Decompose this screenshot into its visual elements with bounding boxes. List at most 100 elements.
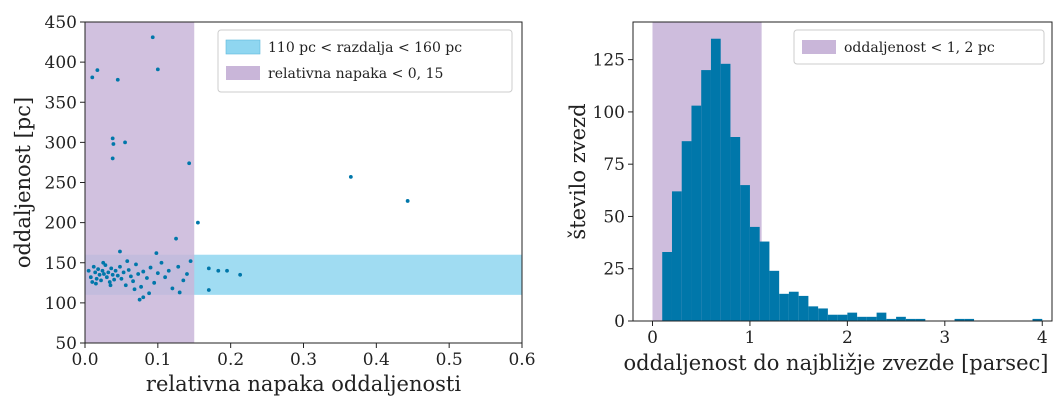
scatter-point: [86, 268, 91, 273]
left-band-1: [85, 22, 195, 343]
scatter-point: [148, 265, 153, 270]
scatter-point: [139, 284, 143, 289]
left-legend: 110 pc < razdalja < 160 pc relativna nap…: [217, 29, 513, 93]
legend-swatch-distance-band: [225, 39, 261, 55]
scatter-point: [94, 281, 98, 286]
right-legend-box: [793, 29, 1045, 65]
left-x-tick-label: 0.1: [144, 350, 171, 370]
histogram-bar: [759, 241, 770, 321]
left-y-tick-label: 400: [45, 53, 77, 73]
scatter-point: [108, 283, 113, 288]
legend-label-distance-band: 110 pc < razdalja < 160 pc: [268, 40, 462, 56]
scatter-point: [110, 272, 115, 277]
histogram-bar: [866, 316, 877, 321]
scatter-point: [134, 262, 138, 267]
histogram-bar: [749, 226, 760, 321]
scatter-point: [97, 272, 102, 277]
scatter-point: [90, 75, 95, 80]
scatter-point: [113, 268, 118, 273]
scatter-point: [126, 268, 131, 272]
scatter-point: [100, 268, 105, 273]
right-legend: oddaljenost < 1, 2 pc: [793, 29, 1045, 65]
scatter-point: [118, 264, 122, 269]
histogram-bar: [964, 318, 975, 321]
histogram-bar: [808, 306, 819, 321]
histogram-bar: [701, 70, 711, 321]
scatter-point: [115, 273, 120, 278]
histogram-bar: [710, 38, 721, 322]
scatter-point: [101, 260, 106, 265]
left-y-tick-label: 300: [45, 133, 77, 153]
scatter-point: [187, 161, 192, 166]
scatter-point: [166, 268, 171, 273]
right-y-tick-label: 50: [603, 207, 625, 227]
histogram-bar: [798, 295, 809, 321]
scatter-point: [150, 35, 155, 40]
scatter-point: [147, 291, 151, 296]
left-x-axis-label: relativna napaka oddaljenosti: [146, 372, 461, 396]
histogram-bar: [837, 314, 848, 321]
scatter-point: [145, 276, 149, 280]
scatter-point: [95, 68, 100, 73]
left-x-tick-label: 0.5: [436, 350, 463, 370]
scatter-point: [206, 288, 211, 292]
scatter-point: [225, 268, 229, 273]
scatter-point: [195, 220, 200, 225]
left-y-tick-label: 450: [45, 13, 77, 33]
right-y-tick-label: 75: [603, 155, 625, 175]
legend-swatch-distance-limit: [802, 40, 836, 54]
scatter-point: [102, 272, 106, 276]
right-x-tick-label: 0: [647, 328, 658, 348]
scatter-point: [137, 297, 142, 302]
left-x-tick-label: 0.4: [363, 350, 390, 370]
scatter-point: [216, 268, 221, 273]
scatter-point: [106, 270, 111, 275]
scatter-point: [176, 264, 181, 269]
legend-swatch-error-band: [226, 66, 260, 80]
histogram-bar: [915, 318, 926, 321]
left-legend-box: [217, 29, 513, 93]
scatter-point: [96, 267, 101, 272]
histogram-bar: [876, 312, 887, 321]
scatter-point: [104, 275, 109, 280]
scatter-point: [163, 275, 168, 280]
histogram-bar: [769, 270, 780, 321]
legend-label-error-band: relativna napaka < 0, 15: [268, 66, 443, 82]
scatter-point: [111, 142, 116, 146]
histogram-bar: [720, 63, 731, 322]
left-y-tick-label: 200: [45, 214, 77, 234]
legend-label-distance-limit: oddaljenost < 1, 2 pc: [844, 40, 995, 56]
scatter-point: [91, 264, 96, 269]
scatter-point: [107, 280, 112, 284]
right-y-tick-label: 100: [593, 103, 625, 123]
scatter-point: [152, 280, 157, 285]
histogram-bar: [896, 316, 906, 321]
right-y-tick-label: 0: [614, 312, 625, 332]
histogram-bar: [671, 191, 682, 321]
scatter-point: [238, 272, 243, 277]
histogram-bar: [691, 105, 702, 322]
scatter-point: [136, 272, 141, 276]
scatter-point: [110, 156, 115, 161]
scatter-point: [188, 259, 193, 264]
scatter-point: [88, 275, 93, 280]
scatter-point: [90, 280, 95, 284]
left-x-tick-label: 0.3: [290, 350, 317, 370]
scatter-point: [177, 290, 182, 295]
right-x-tick-label: 1: [745, 328, 756, 348]
scatter-point: [132, 287, 137, 292]
histogram-bar: [857, 316, 867, 321]
right-x-tick-label: 3: [939, 328, 950, 348]
left-y-tick-label: 350: [45, 93, 77, 113]
scatter-point: [125, 259, 130, 264]
scatter-point: [141, 295, 146, 300]
histogram-bar: [779, 293, 789, 321]
left-scatter-chart: relativna napaka oddaljenosti oddaljenos…: [11, 13, 536, 396]
scatter-point: [155, 271, 160, 276]
histogram-bar: [662, 252, 672, 321]
scatter-point: [103, 263, 108, 268]
scatter-point: [174, 236, 178, 241]
right-y-tick-label: 25: [603, 260, 625, 280]
left-y-tick-label: 150: [45, 254, 77, 274]
